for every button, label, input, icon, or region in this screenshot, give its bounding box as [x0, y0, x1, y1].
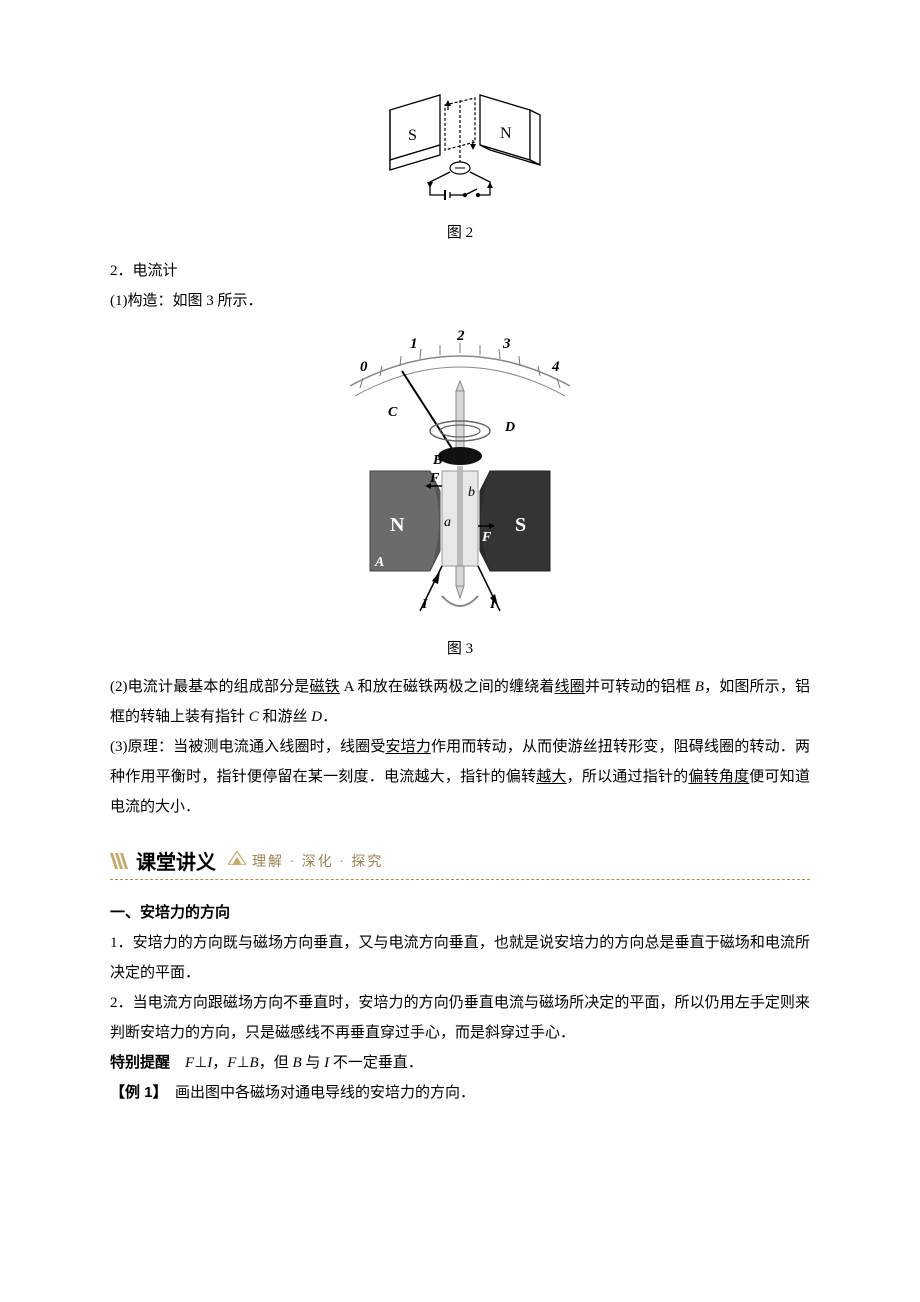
- p2-iD: D: [311, 709, 322, 725]
- figure-3: 0 1 2 3 4 C D B N S: [110, 316, 810, 658]
- scale-4: 4: [551, 359, 560, 375]
- example-1: 【例 1】 画出图中各磁场对通电导线的安培力的方向．: [110, 1078, 810, 1108]
- scale-2: 2: [456, 328, 465, 344]
- example-1-label: 【例 1】: [110, 1084, 160, 1101]
- tip-perp2: ⊥: [236, 1055, 249, 1071]
- section-banner-inner: 课堂讲义 理解 · 深化 · 探究: [110, 846, 810, 875]
- p2-t2: A 和放在磁铁两极之间的缠绕着: [340, 679, 555, 695]
- banner-stripes-icon: [110, 853, 130, 869]
- pole-S: S: [515, 514, 526, 536]
- topic1-heading: 一、安培力的方向: [110, 898, 810, 928]
- tip-B2: B: [292, 1055, 301, 1071]
- p3-t1: (3)原理：当被测电流通入线圈时，线圈受: [110, 739, 385, 755]
- p3-u1: 安培力: [385, 739, 431, 755]
- scale-0: 0: [360, 359, 368, 375]
- topic1-p2: 2．当电流方向跟磁场方向不垂直时，安培力的方向仍垂直电流与磁场所决定的平面，所以…: [110, 988, 810, 1048]
- tip-B1: B: [250, 1055, 259, 1071]
- label-I-right: I: [489, 597, 496, 612]
- label-b: b: [468, 485, 475, 500]
- section-banner: 课堂讲义 理解 · 深化 · 探究: [110, 846, 810, 880]
- sec2-line1: (1)构造：如图 3 所示．: [110, 286, 810, 316]
- p2-u2: 线圈: [555, 679, 585, 695]
- banner-title: 课堂讲义: [136, 846, 216, 875]
- tip-c1: ，: [212, 1055, 227, 1071]
- p2-u1: 磁铁: [309, 679, 339, 695]
- tip-end: 不一定垂直．: [329, 1055, 423, 1071]
- pole-n-label: N: [500, 125, 512, 142]
- sec2-heading: 2．电流计: [110, 256, 810, 286]
- label-F-left: F: [429, 471, 440, 486]
- page: S N: [0, 0, 920, 1302]
- figure-3-caption: 图 3: [110, 637, 810, 658]
- p2-iC: C: [249, 709, 259, 725]
- tip-and: 与: [302, 1055, 325, 1071]
- label-F-right: F: [481, 530, 492, 545]
- figure-2: S N: [110, 90, 810, 242]
- p3-u2: 越大: [536, 769, 566, 785]
- label-A: A: [374, 555, 384, 570]
- tip-sp: [170, 1055, 185, 1071]
- tip-line: 特别提醒 F⊥I，F⊥B，但 B 与 I 不一定垂直．: [110, 1048, 810, 1078]
- banner-subtitle: 理解 · 深化 · 探究: [252, 851, 383, 871]
- label-B: B: [432, 453, 442, 468]
- label-I-left: I: [421, 597, 428, 612]
- tip-label: 特别提醒: [110, 1054, 170, 1071]
- pole-N: N: [390, 514, 405, 536]
- para-3: (3)原理：当被测电流通入线圈时，线圈受安培力作用而转动，从而使游丝扭转形变，阻…: [110, 732, 810, 822]
- label-C: C: [388, 405, 398, 420]
- banner-triangle-icon: [228, 851, 246, 870]
- tip-c2: ，但: [259, 1055, 293, 1071]
- p2-t5: 和游丝: [259, 709, 312, 725]
- p2-iB: B: [695, 679, 704, 695]
- pole-s-label: S: [408, 127, 417, 144]
- figure-2-caption: 图 2: [110, 221, 810, 242]
- scale-3: 3: [502, 336, 511, 352]
- example-1-text: 画出图中各磁场对通电导线的安培力的方向．: [160, 1085, 475, 1101]
- topic1-p1: 1．安培力的方向既与磁场方向垂直，又与电流方向垂直，也就是说安培力的方向总是垂直…: [110, 928, 810, 988]
- p3-u3: 偏转角度: [688, 769, 749, 785]
- label-D: D: [504, 420, 515, 435]
- label-a: a: [444, 515, 451, 530]
- galvanometer-svg: 0 1 2 3 4 C D B N S: [330, 316, 590, 626]
- p2-t3: 并可转动的铝框: [585, 679, 695, 695]
- tip-perp1: ⊥: [194, 1055, 207, 1071]
- tip-F1: F: [185, 1055, 194, 1071]
- para-2: (2)电流计最基本的组成部分是磁铁 A 和放在磁铁两极之间的缠绕着线圈并可转动的…: [110, 672, 810, 732]
- p3-t3: ，所以通过指针的: [567, 769, 689, 785]
- scale-1: 1: [410, 336, 418, 352]
- p2-t1: (2)电流计最基本的组成部分是: [110, 679, 309, 695]
- motor-diagram-svg: S N: [370, 90, 550, 210]
- p2-t6: ．: [322, 709, 337, 725]
